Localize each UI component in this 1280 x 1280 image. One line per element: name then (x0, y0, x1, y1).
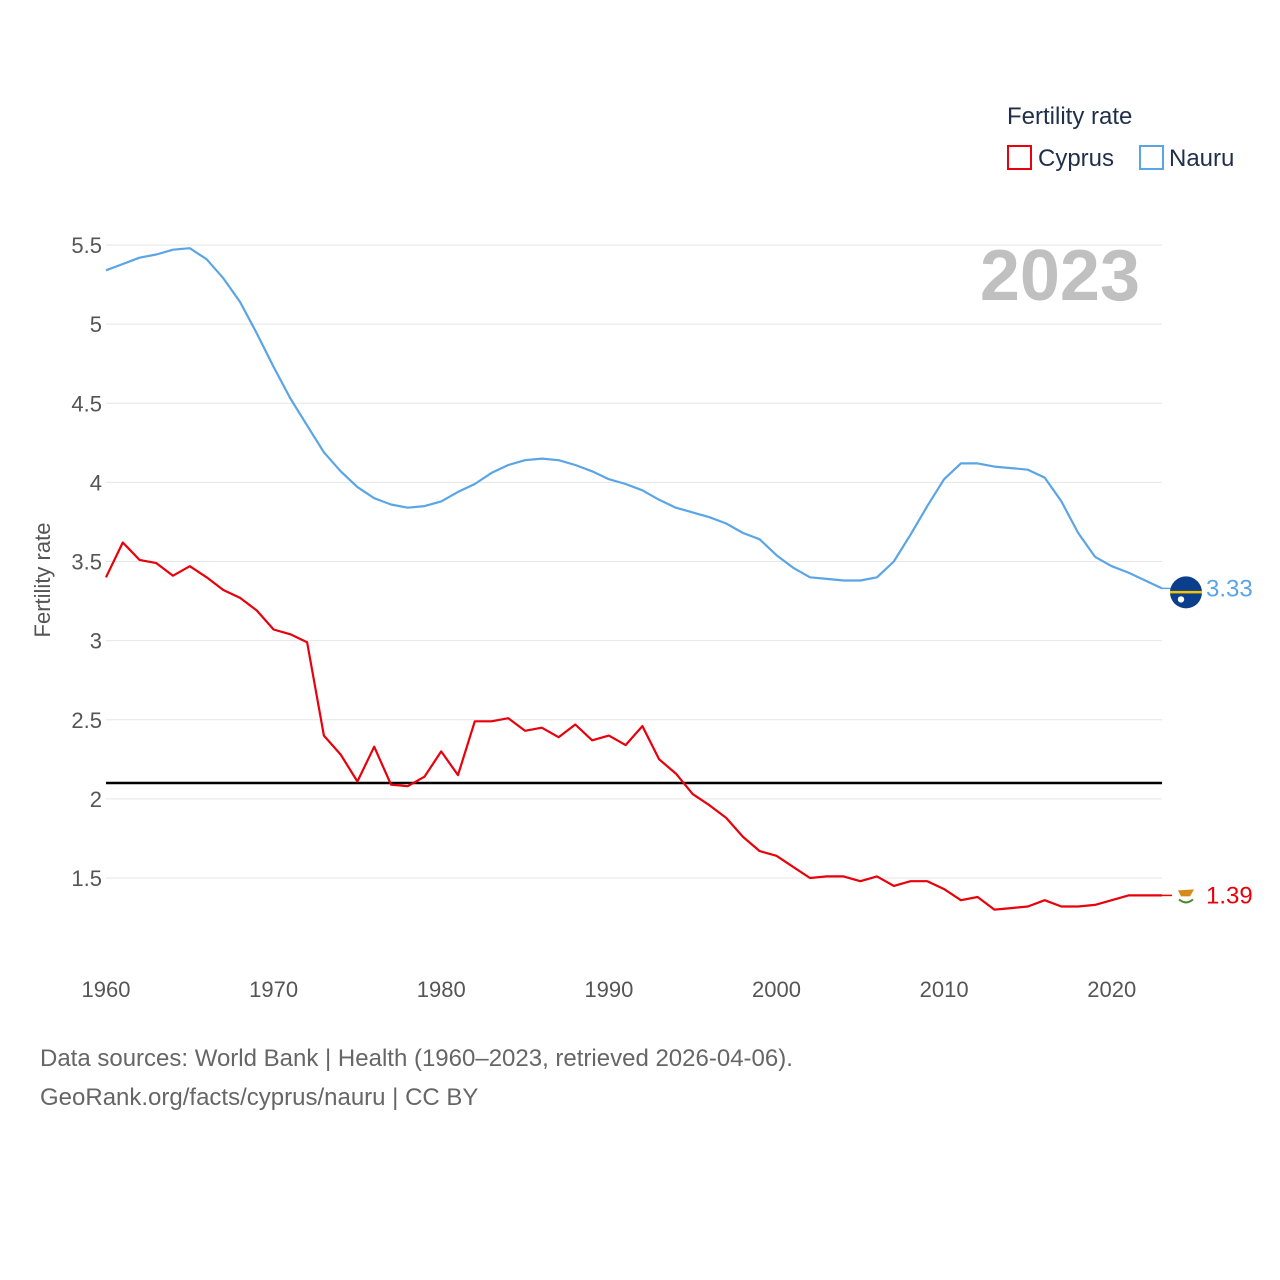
x-tick-label: 1980 (417, 977, 466, 1002)
legend-label-nauru: Nauru (1169, 145, 1234, 172)
legend-swatch-cyprus (1007, 145, 1032, 170)
end-value-label-nauru: 3.33 (1206, 575, 1253, 602)
y-axis-ticks: 1.5 2 2.5 3 3.5 4 4.5 5 5.5 (71, 233, 102, 891)
legend-item-cyprus[interactable]: Cyprus (1007, 145, 1114, 172)
x-tick-label: 1970 (249, 977, 298, 1002)
y-tick-label: 3.5 (71, 550, 102, 575)
legend-item-nauru[interactable]: Nauru (1139, 145, 1234, 172)
end-value-label-cyprus: 1.39 (1206, 882, 1253, 909)
y-tick-label: 4 (90, 470, 102, 495)
y-tick-label: 2 (90, 787, 102, 812)
cyprus-flag-icon (1176, 885, 1196, 906)
legend-title: Fertility rate (1007, 103, 1132, 130)
nauru-flag-icon (1170, 576, 1202, 609)
legend[interactable]: Fertility rate Cyprus Nauru (1007, 103, 1234, 172)
y-tick-label: 5.5 (71, 233, 102, 258)
series-layer (105, 247, 1163, 911)
x-tick-label: 2000 (752, 977, 801, 1002)
x-tick-label: 1990 (584, 977, 633, 1002)
y-tick-label: 1.5 (71, 866, 102, 891)
x-axis-ticks: 1960 1970 1980 1990 2000 2010 2020 (82, 977, 1137, 1002)
series-line-nauru[interactable] (105, 247, 1163, 590)
y-tick-label: 5 (90, 312, 102, 337)
source-url[interactable]: GeoRank.org/facts/cyprus/nauru | CC BY (40, 1084, 479, 1111)
data-source-note: Data sources: World Bank | Health (1960–… (40, 1045, 793, 1072)
grid-layer (106, 244, 1162, 879)
legend-label-cyprus: Cyprus (1038, 145, 1114, 172)
y-axis-label: Fertility rate (30, 523, 55, 638)
x-tick-label: 1960 (82, 977, 131, 1002)
current-year-label: 2023 (980, 236, 1140, 316)
legend-swatch-nauru (1139, 145, 1164, 170)
series-line-cyprus[interactable] (105, 541, 1162, 911)
y-tick-label: 3 (90, 629, 102, 654)
x-tick-label: 2020 (1087, 977, 1136, 1002)
x-tick-label: 2010 (920, 977, 969, 1002)
y-tick-label: 2.5 (71, 708, 102, 733)
series-end-labels: 1.39 3.33 (1162, 575, 1253, 909)
y-tick-label: 4.5 (71, 391, 102, 416)
